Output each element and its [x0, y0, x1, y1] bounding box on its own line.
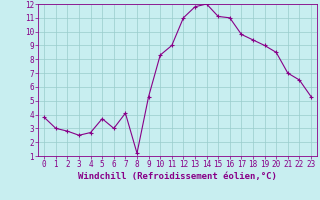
- X-axis label: Windchill (Refroidissement éolien,°C): Windchill (Refroidissement éolien,°C): [78, 172, 277, 181]
